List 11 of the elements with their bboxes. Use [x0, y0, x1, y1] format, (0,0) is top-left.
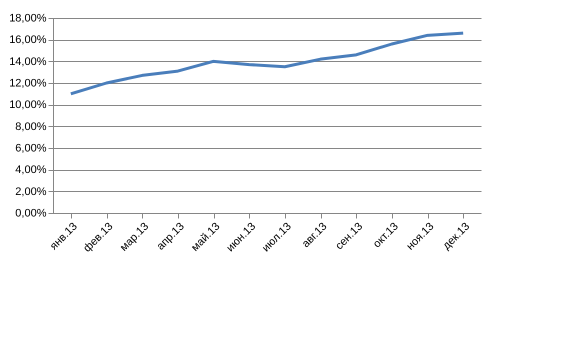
y-tick-label: 16,00% [9, 34, 47, 46]
y-tick-label: 14,00% [9, 56, 47, 68]
y-tick-label: 0,00% [15, 208, 47, 220]
y-tick-label: 10,00% [9, 99, 47, 112]
y-tick-label: 4,00% [15, 164, 47, 176]
y-tick-label: 12,00% [9, 78, 47, 90]
y-tick-label: 8,00% [15, 120, 47, 133]
y-tick-label: 6,00% [15, 142, 47, 154]
y-tick-label: 2,00% [15, 186, 47, 198]
line-series [69, 32, 465, 96]
y-tick-label: 18,00% [9, 12, 47, 24]
